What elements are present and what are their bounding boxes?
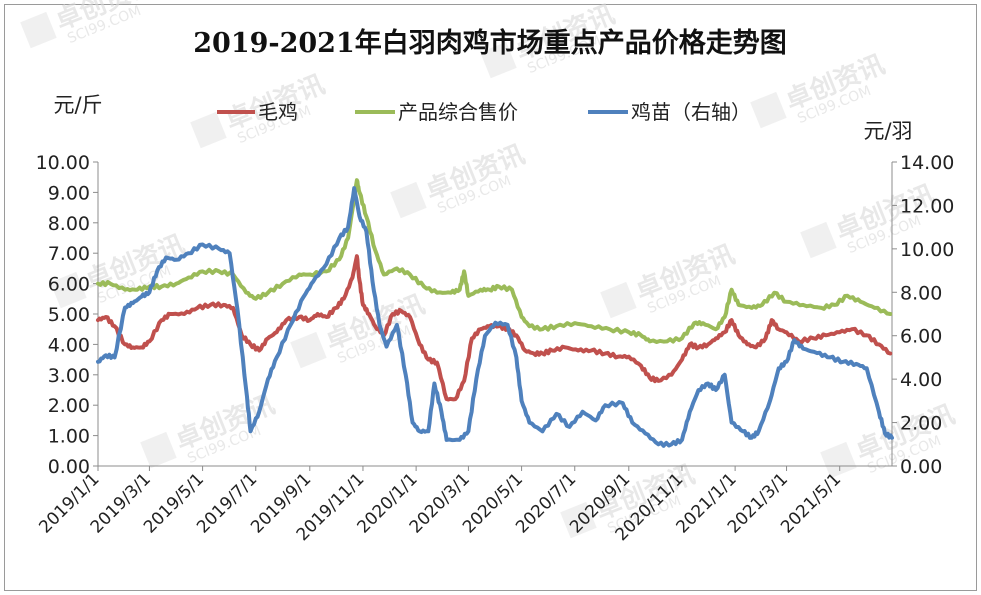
watermark-logo [800,221,837,259]
right-tick-label: 14.00 [900,152,954,174]
left-tick-label: 6.00 [48,274,90,296]
watermark-logo [480,41,517,79]
watermark-logo [190,111,227,149]
watermark-logo [820,441,857,479]
watermark-layer: 卓创资讯SCI99.COM卓创资讯SCI99.COM卓创资讯SCI99.COM卓… [20,0,959,539]
right-tick-label: 12.00 [900,195,954,217]
left-tick-label: 3.00 [48,365,90,387]
legend: 毛鸡 产品综合售价 鸡苗（右轴） [217,100,751,124]
right-tick-label: 4.00 [900,369,942,391]
left-tick-label: 10.00 [36,152,90,174]
watermark-logo [600,281,637,319]
legend-label-maoji: 毛鸡 [258,100,298,124]
left-tick-label: 0.00 [48,456,90,478]
right-tick-label: 8.00 [900,282,942,304]
watermark-logo [290,331,327,369]
right-tick-label: 2.00 [900,413,942,435]
chart-title: 2019-2021年白羽肉鸡市场重点产品价格走势图 [193,27,787,59]
left-tick-label: 8.00 [48,213,90,235]
series-lines [96,178,894,448]
watermark-logo [750,91,787,129]
series-line-zonghe [96,178,893,344]
right-tick-label: 10.00 [900,239,954,261]
series-line-jimiao [96,186,894,448]
axes: 0.00 1.00 2.00 3.00 4.00 5.00 6.00 7.00 8.00 9.00… [35,152,954,545]
watermark-logo [140,431,177,469]
left-axis-unit: 元/斤 [53,93,102,117]
series-line-maoji [96,254,893,402]
legend-label-zonghe: 产品综合售价 [398,100,518,124]
chart-frame [4,4,977,591]
watermark-logo [390,181,427,219]
right-axis-unit: 元/羽 [863,119,912,143]
right-tick-label: 6.00 [900,326,942,348]
left-tick-label: 5.00 [48,304,90,326]
right-tick-label: 0.00 [900,456,942,478]
left-tick-label: 9.00 [48,182,90,204]
left-tick-label: 2.00 [48,395,90,417]
left-tick-label: 4.00 [48,334,90,356]
left-tick-label: 1.00 [48,426,90,448]
watermark-logo [20,11,57,49]
left-tick-label: 7.00 [48,243,90,265]
watermark-logo [50,271,87,309]
legend-label-jimiao: 鸡苗（右轴） [631,100,751,124]
watermark-logo [560,501,597,539]
